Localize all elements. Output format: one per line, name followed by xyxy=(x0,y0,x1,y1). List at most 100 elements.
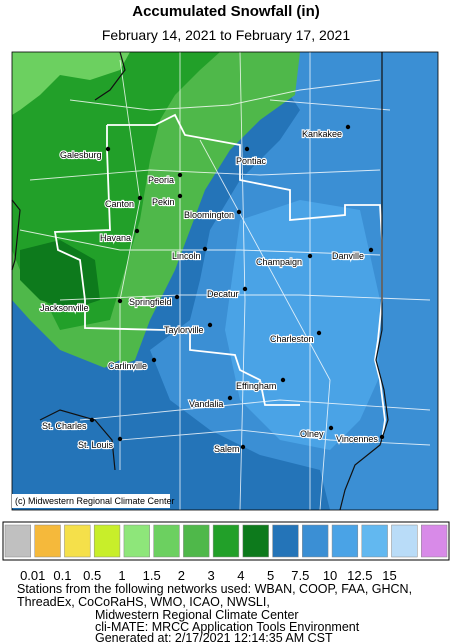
legend-swatch xyxy=(4,524,31,558)
city-dot xyxy=(177,193,183,199)
city-label: St. Louis xyxy=(78,440,114,450)
legend-swatch xyxy=(93,524,121,558)
legend-label: 3 xyxy=(208,568,215,583)
legend-label: 2 xyxy=(178,568,185,583)
legend-label: 0.1 xyxy=(53,568,71,583)
region-2 xyxy=(12,52,130,115)
footer-line: Midwestern Regional Climate Center xyxy=(95,608,299,622)
legend-label: 7.5 xyxy=(291,568,309,583)
city-dot xyxy=(240,444,246,450)
footer-line: cli-MATE: MRCC Application Tools Environ… xyxy=(95,620,360,634)
city-label: Champaign xyxy=(256,257,302,267)
legend-swatch xyxy=(64,524,91,558)
city-label: Kankakee xyxy=(302,129,342,139)
city-label: Peoria xyxy=(148,175,174,185)
region-7-5 xyxy=(12,310,120,480)
legend: 0.01 0.1 0.5 1 1.5 2 3 4 5 7.5 10 12.5 15 xyxy=(2,521,450,583)
city-label: Lincoln xyxy=(172,251,201,261)
city-label: Danville xyxy=(332,251,364,261)
city-label: Galesburg xyxy=(60,150,102,160)
footer-line: ThreadEx, CoCoRaHS, WMO, ICAO, NWSLI, xyxy=(17,595,270,609)
region-5 xyxy=(20,240,100,310)
city-label: Taylorville xyxy=(164,325,204,335)
legend-label: 4 xyxy=(237,568,244,583)
city-dot xyxy=(280,377,286,383)
city-label: Vincennes xyxy=(336,434,378,444)
legend-label: 1.5 xyxy=(143,568,161,583)
legend-swatch xyxy=(34,524,61,558)
map-frame xyxy=(11,51,439,511)
map: (c) Midwestern Regional Climate Center K… xyxy=(11,51,439,511)
map-credit: (c) Midwestern Regional Climate Center xyxy=(15,496,175,506)
roads xyxy=(19,51,431,511)
city-dot xyxy=(345,124,351,130)
city-dot xyxy=(137,195,143,201)
city-dot xyxy=(207,322,213,328)
legend-label: 0.01 xyxy=(20,568,45,583)
legend-swatch xyxy=(361,524,388,558)
city-label: Springfield xyxy=(129,297,172,307)
legend-frame xyxy=(2,521,450,561)
legend-label: 0.5 xyxy=(83,568,101,583)
legend-swatch xyxy=(242,524,269,558)
legend-swatch xyxy=(183,524,210,558)
city-label: Canton xyxy=(105,199,134,209)
city-dot xyxy=(151,357,157,363)
city-dot xyxy=(177,172,183,178)
city-label: Pekin xyxy=(152,197,175,207)
footer-line: Stations from the following networks use… xyxy=(17,582,412,596)
footer: Stations from the following networks use… xyxy=(17,582,412,643)
legend-swatch xyxy=(272,524,299,558)
city-dot xyxy=(117,298,123,304)
city-dot xyxy=(368,247,374,253)
legend-swatch xyxy=(302,524,329,558)
city-dot xyxy=(307,253,313,259)
legend-label: 5 xyxy=(267,568,274,583)
city-dot xyxy=(202,246,208,252)
credit-box xyxy=(12,494,170,508)
footer-line: Generated at: 2/17/2021 12:14:35 AM CST xyxy=(95,631,333,643)
city-dot xyxy=(244,146,250,152)
city-dot xyxy=(174,294,180,300)
subtitle: February 14, 2021 to February 17, 2021 xyxy=(102,27,350,43)
city-dot xyxy=(328,425,334,431)
legend-swatch xyxy=(331,524,359,558)
city-dot xyxy=(117,436,123,442)
city-label: Charleston xyxy=(270,334,314,344)
legend-swatch xyxy=(391,524,418,558)
city-label: Vandalia xyxy=(189,399,223,409)
legend-label: 12.5 xyxy=(347,568,372,583)
title: Accumulated Snowfall (in) xyxy=(132,3,320,20)
city-dot xyxy=(316,330,322,336)
city-label: Jacksonville xyxy=(40,303,89,313)
state-borders xyxy=(11,51,389,511)
city-dot xyxy=(236,209,242,215)
city-label: Salem xyxy=(214,444,240,454)
legend-label: 10 xyxy=(323,568,337,583)
city-dot xyxy=(105,146,111,152)
legend-label: 15 xyxy=(382,568,396,583)
legend-swatch xyxy=(421,524,448,558)
region-12-5 xyxy=(225,200,380,450)
city-label: Pontiac xyxy=(236,156,267,166)
city-label: Carlinville xyxy=(108,361,147,371)
city-dot xyxy=(379,434,385,440)
city-label: St. Charles xyxy=(42,421,87,431)
city-label: Effingham xyxy=(236,381,276,391)
city-label: Decatur xyxy=(207,289,239,299)
legend-swatch xyxy=(212,524,240,558)
legend-label: 1 xyxy=(118,568,125,583)
analysis-outline xyxy=(53,113,386,441)
legend-swatch xyxy=(123,524,150,558)
city-label: Bloomington xyxy=(184,210,234,220)
city-label: Havana xyxy=(100,233,131,243)
city-dot xyxy=(227,395,233,401)
city-label: Olney xyxy=(300,429,324,439)
legend-swatch xyxy=(153,524,180,558)
city-dot xyxy=(242,286,248,292)
city-dot xyxy=(134,228,140,234)
cities: Kankakee Pontiac Galesburg Peoria Canton Peki… xyxy=(39,124,385,455)
city-dot xyxy=(89,417,95,423)
